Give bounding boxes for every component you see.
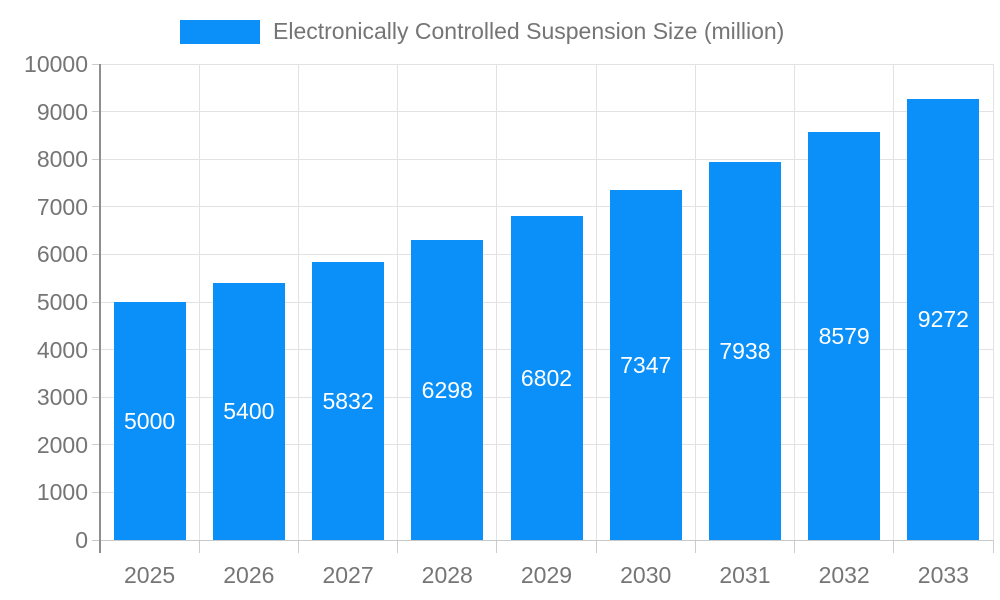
y-axis-tick [92,111,100,113]
bar-2025[interactable] [113,302,186,540]
bar-value-label: 7938 [719,338,771,365]
y-axis-label: 7000 [36,193,88,220]
x-axis-label: 2031 [719,562,771,588]
v-gridline [992,64,994,540]
x-axis-tick [992,540,994,553]
bar-value-label: 5400 [223,398,275,425]
y-axis-tick [92,396,100,398]
v-gridline [794,64,796,540]
y-axis-label: 4000 [36,336,88,363]
y-axis-tick [92,206,100,208]
bar-value-label: 7347 [620,352,672,379]
v-gridline [694,64,696,540]
v-gridline [297,64,299,540]
bar-2026[interactable] [212,282,285,540]
x-axis-label: 2027 [322,562,374,588]
y-axis-tick [92,63,100,65]
y-axis-tick [92,491,100,493]
x-axis-label: 2028 [421,562,473,588]
h-gridline [100,63,993,65]
bar-value-label: 9272 [917,306,969,333]
x-axis-label: 2026 [223,562,275,588]
legend-swatch-icon [180,19,260,44]
y-axis-label: 9000 [36,98,88,125]
y-axis-label: 10000 [24,51,88,77]
x-axis-tick [397,540,399,553]
bar-value-label: 8579 [818,322,870,349]
y-axis-tick [92,158,100,160]
x-axis-label: 2033 [917,562,969,588]
x-axis-tick [893,540,895,553]
x-axis-tick [198,540,200,553]
v-gridline [893,64,895,540]
x-axis-line [92,539,993,541]
v-gridline [496,64,498,540]
bar-2031[interactable] [708,162,781,540]
y-axis-label: 8000 [36,146,88,173]
y-axis-tick [92,301,100,303]
x-axis-tick [595,540,597,553]
x-axis-label: 2032 [818,562,870,588]
x-axis-tick [694,540,696,553]
x-axis-tick [794,540,796,553]
y-axis-label: 0 [75,527,88,553]
y-axis-label: 5000 [36,289,88,315]
h-gridline [100,158,993,160]
x-axis-tick [496,540,498,553]
bar-value-label: 6802 [520,365,573,392]
v-gridline [198,64,200,540]
bar-value-label: 6298 [421,377,473,404]
y-axis-tick [92,349,100,351]
bar-2033[interactable] [907,98,980,540]
x-axis-label: 2029 [520,562,573,588]
bar-2027[interactable] [312,262,385,540]
y-axis-tick [92,253,100,255]
y-axis-tick [92,444,100,446]
y-axis-label: 3000 [36,384,88,411]
bar-2029[interactable] [510,216,583,540]
y-axis-label: 1000 [36,479,88,506]
h-gridline [100,206,993,208]
bar-2032[interactable] [808,131,881,540]
bar-2028[interactable] [411,240,484,540]
x-axis-tick [297,540,299,553]
v-gridline [397,64,399,540]
y-axis-line [99,64,101,553]
y-axis-label: 2000 [36,431,88,458]
bar-value-label: 5832 [322,388,374,415]
y-axis-label: 6000 [36,241,88,268]
bar-value-label: 5000 [124,408,176,434]
legend[interactable]: Electronically Controlled Suspension Siz… [180,18,784,45]
x-axis-label: 2030 [620,562,672,588]
bar-2030[interactable] [609,190,682,540]
legend-label: Electronically Controlled Suspension Siz… [273,18,785,44]
v-gridline [595,64,597,540]
h-gridline [100,111,993,113]
x-axis-label: 2025 [124,562,176,588]
